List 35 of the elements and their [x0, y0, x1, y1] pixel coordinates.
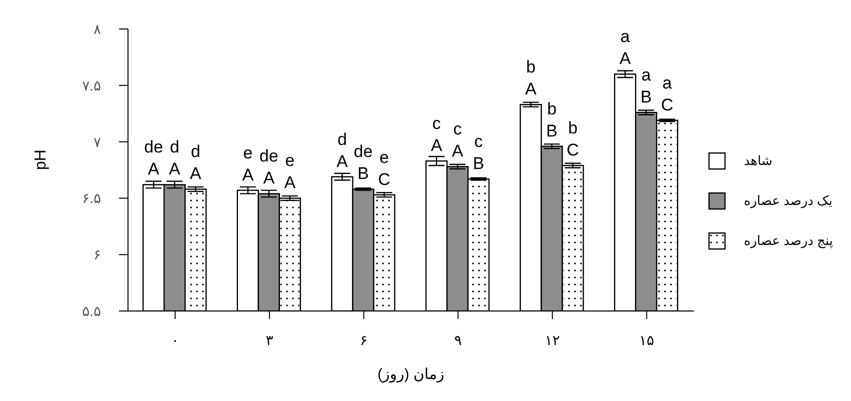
data-label: e A: [284, 151, 296, 192]
data-label: a C: [660, 73, 674, 114]
data-label: e C: [378, 148, 390, 189]
y-tick-label: ۸: [93, 20, 102, 37]
y-tick-label: ۵.۵: [82, 302, 101, 319]
x-tick-label: ۶: [360, 332, 368, 348]
x-tick-label: ۹: [454, 332, 462, 348]
data-label: de A: [144, 138, 164, 179]
legend-label: شاهد: [744, 152, 772, 168]
x-tick-label: ۰: [171, 332, 179, 348]
data-label: e A: [242, 143, 254, 184]
data-label: d A: [336, 130, 349, 171]
y-tick-label: ۶.۵: [82, 190, 101, 206]
data-label: de A: [259, 146, 278, 188]
x-tick-label: ۱۲: [544, 332, 560, 348]
data-label: b B: [546, 99, 558, 140]
data-label: a B: [640, 65, 652, 106]
legend-label: یک درصد عصاره: [744, 192, 832, 208]
x-tick-label: ۱۵: [639, 332, 654, 348]
legend-label: پنج درصد عصاره: [744, 232, 833, 248]
data-label: de B: [354, 142, 373, 184]
data-label: c A: [452, 120, 464, 161]
y-tick-label: ۷.۵: [82, 77, 101, 94]
x-tick-label: ۳: [266, 332, 274, 348]
data-label: c B: [472, 132, 484, 174]
data-label: a A: [619, 27, 632, 68]
y-tick-label: ۷: [93, 134, 102, 150]
data-label: b A: [525, 58, 538, 99]
data-label: d A: [168, 138, 181, 179]
data-label: b C: [566, 118, 579, 160]
y-tick-label: ۶: [93, 246, 101, 263]
data-label: c A: [430, 114, 443, 155]
data-label: d A: [190, 142, 202, 184]
y-axis-title: pH: [32, 150, 50, 170]
x-axis-title: زمان (روز): [378, 366, 444, 383]
